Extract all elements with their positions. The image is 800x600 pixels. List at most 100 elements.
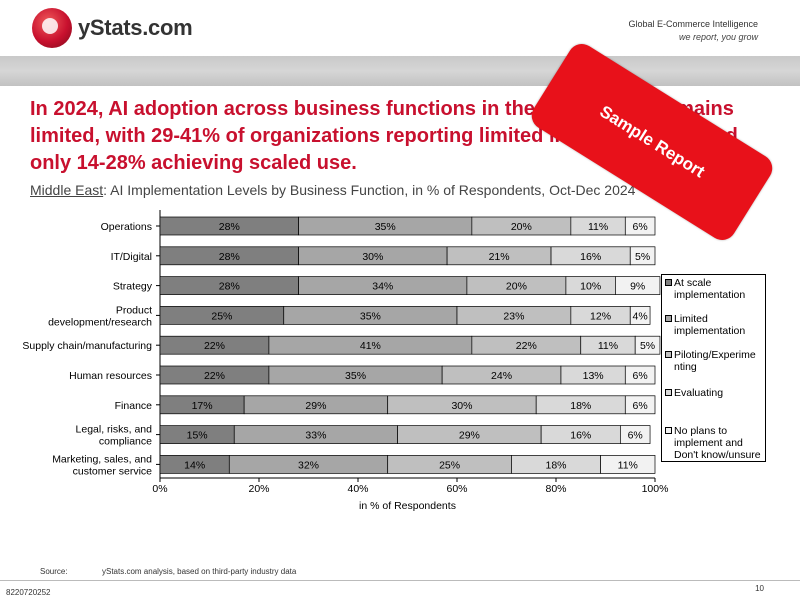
data-label: 28% bbox=[219, 251, 240, 263]
tagline-title: Global E-Commerce Intelligence bbox=[628, 19, 758, 29]
page-number: 10 bbox=[755, 584, 764, 593]
x-tick-label: 100% bbox=[642, 483, 669, 495]
x-tick-label: 80% bbox=[545, 483, 566, 495]
data-label: 6% bbox=[633, 400, 648, 412]
legend-swatch bbox=[665, 351, 672, 358]
x-tick-label: 20% bbox=[248, 483, 269, 495]
bar-segment bbox=[615, 276, 661, 295]
data-label: 14% bbox=[184, 459, 205, 471]
category-label: Product development/research bbox=[48, 304, 152, 328]
data-label: 17% bbox=[192, 400, 213, 412]
data-label: 12% bbox=[590, 310, 611, 322]
data-label: 28% bbox=[219, 281, 240, 293]
data-label: 35% bbox=[360, 310, 381, 322]
bar-segment bbox=[600, 455, 656, 474]
data-label: 16% bbox=[580, 251, 601, 263]
data-label: 20% bbox=[506, 281, 527, 293]
data-label: 22% bbox=[516, 340, 537, 352]
source-label: Source: bbox=[40, 567, 68, 576]
bar-segment bbox=[624, 395, 656, 415]
chart-subtitle: Middle East: AI Implementation Levels by… bbox=[30, 182, 635, 198]
legend-item-limited: Limited implementation bbox=[665, 313, 765, 337]
source-text: yStats.com analysis, based on third-part… bbox=[102, 567, 297, 576]
category-label: Operations bbox=[101, 221, 152, 233]
data-label: 18% bbox=[545, 459, 566, 471]
chart-legend: At scale implementation Limited implemen… bbox=[661, 274, 766, 462]
data-label: 33% bbox=[305, 430, 326, 442]
logo-icon bbox=[32, 8, 72, 48]
legend-label: Limited implementation bbox=[674, 313, 746, 337]
data-label: 25% bbox=[439, 459, 460, 471]
data-label: 10% bbox=[580, 281, 601, 293]
category-label: Human resources bbox=[69, 370, 152, 382]
data-label: 11% bbox=[598, 340, 618, 352]
category-label: Strategy bbox=[113, 281, 153, 293]
x-tick-label: 0% bbox=[152, 483, 167, 495]
x-tick-label: 40% bbox=[347, 483, 368, 495]
subtitle-text: : AI Implementation Levels by Business F… bbox=[103, 182, 636, 198]
data-label: 15% bbox=[187, 430, 208, 442]
data-label: 29% bbox=[459, 430, 480, 442]
logo[interactable]: yStats.com bbox=[32, 8, 193, 48]
data-label: 11% bbox=[618, 459, 638, 471]
legend-item-evaluating: Evaluating bbox=[665, 387, 765, 399]
data-label: 30% bbox=[451, 400, 472, 412]
legend-swatch bbox=[665, 389, 672, 396]
data-label: 9% bbox=[630, 281, 645, 293]
data-label: 28% bbox=[219, 221, 240, 233]
category-label: Supply chain/manufacturing bbox=[22, 340, 152, 352]
data-label: 18% bbox=[570, 400, 591, 412]
stacked-bar-chart: 0% 20% 40% 60% 80% 100% in % of Respondents Ope… bbox=[22, 210, 669, 512]
legend-item-piloting: Piloting/Experime nting bbox=[665, 349, 765, 373]
data-label: 32% bbox=[298, 459, 319, 471]
data-label: 21% bbox=[489, 251, 510, 263]
x-axis-label: in % of Respondents bbox=[359, 500, 456, 512]
legend-label: No plans to implement and Don't know/uns… bbox=[674, 425, 761, 461]
category-label: Legal, risks, and compliance bbox=[76, 424, 153, 448]
data-label: 22% bbox=[204, 340, 225, 352]
subtitle-region: Middle East bbox=[30, 182, 104, 198]
data-label: 35% bbox=[345, 370, 366, 382]
category-label: Finance bbox=[115, 400, 153, 412]
data-label: 41% bbox=[360, 340, 381, 352]
data-label: 4% bbox=[633, 310, 648, 322]
legend-swatch bbox=[665, 427, 672, 434]
legend-label: Piloting/Experime nting bbox=[674, 349, 756, 373]
data-label: 29% bbox=[305, 400, 326, 412]
stamp-text: Sample Report bbox=[596, 101, 709, 182]
category-label: Marketing, sales, and customer service bbox=[52, 453, 152, 477]
data-label: 20% bbox=[511, 221, 532, 233]
legend-label: At scale implementation bbox=[674, 277, 746, 301]
header: yStats.com Global E-Commerce Intelligenc… bbox=[0, 0, 800, 56]
data-label: 30% bbox=[362, 251, 383, 263]
data-label: 24% bbox=[491, 370, 512, 382]
data-label: 22% bbox=[204, 370, 225, 382]
category-label: IT/Digital bbox=[111, 251, 152, 263]
data-label: 6% bbox=[633, 370, 648, 382]
data-label: 6% bbox=[633, 221, 648, 233]
legend-swatch bbox=[665, 315, 672, 322]
tagline: Global E-Commerce Intelligence we report… bbox=[628, 18, 758, 44]
data-label: 16% bbox=[570, 430, 591, 442]
legend-item-at-scale: At scale implementation bbox=[665, 277, 765, 301]
data-label: 5% bbox=[640, 340, 655, 352]
data-label: 11% bbox=[588, 221, 608, 233]
bar-segment bbox=[629, 246, 656, 266]
bar-segment bbox=[629, 306, 651, 325]
data-label: 6% bbox=[628, 430, 643, 442]
data-label: 13% bbox=[583, 370, 604, 382]
data-label: 23% bbox=[503, 310, 524, 322]
bar-segment bbox=[624, 216, 656, 236]
header-band bbox=[0, 56, 800, 86]
data-label: 34% bbox=[372, 281, 393, 293]
legend-swatch bbox=[665, 279, 672, 286]
data-label: 35% bbox=[375, 221, 396, 233]
logo-text: yStats.com bbox=[78, 15, 193, 40]
report-code: 8220720252 bbox=[6, 588, 51, 597]
footer-divider bbox=[0, 580, 800, 581]
source-note: Source: yStats.com analysis, based on thi… bbox=[40, 567, 296, 576]
data-label: 5% bbox=[635, 251, 650, 263]
legend-item-no-plans: No plans to implement and Don't know/uns… bbox=[665, 425, 765, 461]
legend-label: Evaluating bbox=[674, 387, 724, 399]
bar-segment bbox=[624, 365, 656, 385]
